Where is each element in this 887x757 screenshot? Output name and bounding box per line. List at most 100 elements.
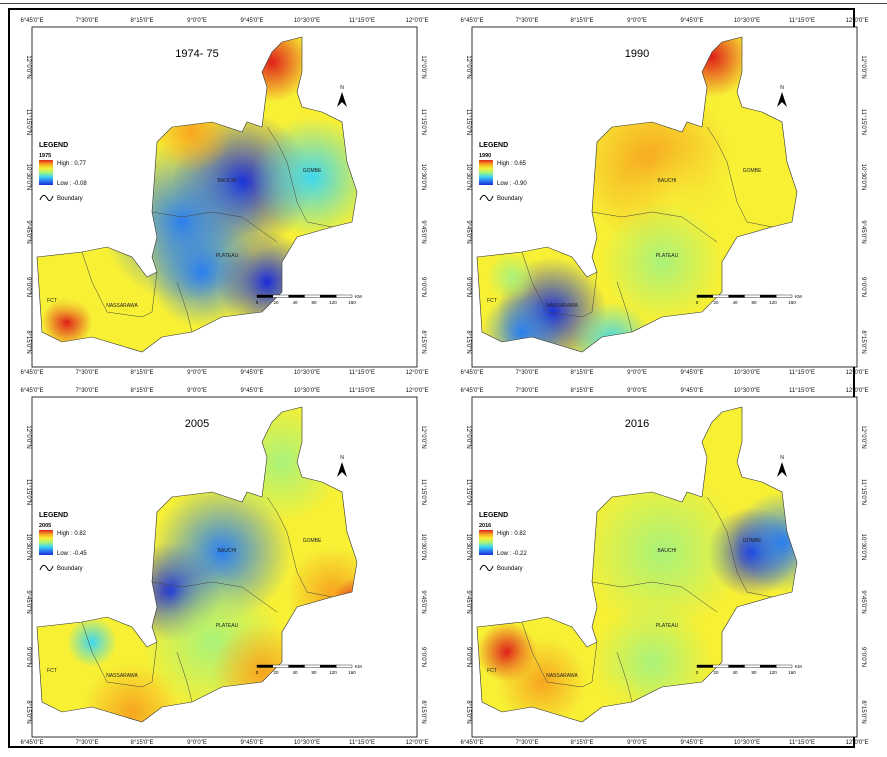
svg-text:0: 0 bbox=[256, 300, 259, 305]
svg-text:KM: KM bbox=[355, 664, 362, 669]
north-arrow-icon: N bbox=[777, 455, 787, 477]
region-label-gombe: GOMBE bbox=[743, 168, 762, 174]
region-label-bauchi: BAUCHI bbox=[658, 178, 677, 184]
lat-tick-label: 12°0'0"N bbox=[860, 425, 866, 448]
lat-tick-label: 9°0'0"N bbox=[25, 647, 31, 667]
lon-tick-label: 9°0'0"E bbox=[187, 388, 207, 394]
lat-tick-label: 9°0'0"N bbox=[420, 277, 426, 297]
svg-text:N: N bbox=[340, 455, 344, 461]
region-label-bauchi: BAUCHI bbox=[218, 548, 237, 554]
study-area-outline bbox=[476, 36, 798, 353]
lon-tick-label: 10°30'0"E bbox=[294, 740, 320, 746]
lat-tick-label: 12°0'0"N bbox=[25, 55, 31, 78]
lon-tick-label: 7°30'0"E bbox=[515, 18, 538, 24]
lat-tick-label: 10°30'0"N bbox=[420, 164, 426, 191]
lon-tick-label: 11°15'0"E bbox=[789, 388, 815, 394]
lat-tick-label: 9°45'0"N bbox=[420, 590, 426, 613]
legend-high: High : 0.77 bbox=[57, 161, 87, 167]
lon-tick-label: 8°15'0"E bbox=[570, 740, 593, 746]
lon-tick-label: 9°45'0"E bbox=[680, 388, 703, 394]
svg-text:2005: 2005 bbox=[39, 523, 51, 529]
legend-low: Low : -0.22 bbox=[497, 551, 527, 557]
study-area-outline bbox=[476, 406, 798, 723]
region-label-fct: FCT bbox=[487, 298, 497, 304]
state-boundary bbox=[591, 211, 718, 243]
north-arrow-icon: N bbox=[337, 85, 347, 107]
legend-boundary: Boundary bbox=[57, 196, 83, 202]
lat-tick-label: 8°15'0"N bbox=[465, 330, 471, 353]
lat-tick-label: 12°0'0"N bbox=[860, 55, 866, 78]
svg-text:2016: 2016 bbox=[479, 523, 491, 529]
lon-tick-label: 8°15'0"E bbox=[570, 370, 593, 376]
state-boundary bbox=[521, 251, 598, 318]
svg-text:20: 20 bbox=[273, 300, 279, 305]
map-title: 1974- 75 bbox=[175, 48, 218, 60]
map-svg: BAUCHI GOMBE PLATEAU FCT NASSARAWA 6°45'0"E 6°… bbox=[20, 388, 428, 746]
state-boundary bbox=[176, 281, 193, 333]
region-label-nasarawa: NASSARAWA bbox=[106, 303, 138, 309]
state-boundary bbox=[521, 621, 598, 688]
map-title: 2016 bbox=[625, 418, 649, 430]
lon-tick-label: 7°30'0"E bbox=[75, 388, 98, 394]
lat-tick-label: 8°15'0"N bbox=[860, 700, 866, 723]
svg-text:LEGEND: LEGEND bbox=[39, 512, 68, 519]
lon-tick-label: 10°30'0"E bbox=[294, 18, 320, 24]
lon-tick-label: 12°0'0"E bbox=[845, 388, 868, 394]
lon-tick-label: 9°45'0"E bbox=[240, 388, 263, 394]
svg-text:120: 120 bbox=[329, 300, 337, 305]
svg-text:KM: KM bbox=[795, 294, 802, 299]
svg-text:160: 160 bbox=[788, 670, 796, 675]
lon-tick-label: 10°30'0"E bbox=[734, 740, 760, 746]
lat-tick-label: 11°15'0"N bbox=[420, 479, 426, 505]
lon-tick-label: 6°45'0"E bbox=[20, 388, 43, 394]
region-label-plateau: PLATEAU bbox=[656, 623, 679, 629]
lon-tick-label: 6°45'0"E bbox=[20, 370, 43, 376]
region-label-nasarawa: NASSARAWA bbox=[106, 673, 138, 679]
state-boundary bbox=[266, 496, 333, 598]
state-boundary bbox=[616, 651, 633, 703]
lon-tick-label: 6°45'0"E bbox=[20, 740, 43, 746]
lon-tick-label: 9°0'0"E bbox=[187, 18, 207, 24]
lon-tick-label: 7°30'0"E bbox=[75, 18, 98, 24]
svg-text:20: 20 bbox=[273, 670, 279, 675]
legend-low: Low : -0.90 bbox=[497, 181, 527, 187]
svg-text:KM: KM bbox=[795, 664, 802, 669]
lon-tick-label: 12°0'0"E bbox=[405, 370, 428, 376]
top-rule bbox=[0, 0, 887, 8]
map-panel-1975: BAUCHI GOMBE PLATEAU FCT NASSARAWA 6°45'0"E 6°… bbox=[12, 12, 452, 382]
lon-tick-label: 8°15'0"E bbox=[130, 370, 153, 376]
region-label-bauchi: BAUCHI bbox=[658, 548, 677, 554]
svg-text:40: 40 bbox=[732, 670, 738, 675]
lon-tick-label: 11°15'0"E bbox=[789, 370, 815, 376]
region-label-fct: FCT bbox=[487, 668, 497, 674]
svg-text:LEGEND: LEGEND bbox=[479, 142, 508, 149]
lon-tick-label: 9°0'0"E bbox=[627, 740, 647, 746]
lon-tick-label: 7°30'0"E bbox=[515, 370, 538, 376]
legend-high: High : 0.82 bbox=[57, 531, 87, 537]
lon-tick-label: 7°30'0"E bbox=[75, 740, 98, 746]
svg-text:40: 40 bbox=[292, 300, 298, 305]
lat-tick-label: 11°15'0"N bbox=[25, 479, 31, 505]
lon-tick-label: 8°15'0"E bbox=[570, 18, 593, 24]
state-boundary bbox=[266, 126, 333, 228]
lat-tick-label: 10°30'0"N bbox=[25, 534, 31, 561]
map-svg: BAUCHI GOMBE PLATEAU FCT NASSARAWA 6°45'0"E 6°… bbox=[20, 18, 428, 376]
svg-text:N: N bbox=[780, 455, 784, 461]
svg-text:40: 40 bbox=[732, 300, 738, 305]
lat-tick-label: 9°0'0"N bbox=[420, 647, 426, 667]
lon-tick-label: 8°15'0"E bbox=[130, 18, 153, 24]
lon-tick-label: 10°30'0"E bbox=[294, 388, 320, 394]
lon-tick-label: 9°45'0"E bbox=[240, 18, 263, 24]
lat-tick-label: 9°0'0"N bbox=[25, 277, 31, 297]
region-label-plateau: PLATEAU bbox=[216, 623, 239, 629]
lon-tick-label: 10°30'0"E bbox=[734, 18, 760, 24]
state-boundary bbox=[591, 581, 718, 613]
lat-tick-label: 8°15'0"N bbox=[25, 330, 31, 353]
lat-tick-label: 11°15'0"N bbox=[860, 479, 866, 505]
lon-tick-label: 8°15'0"E bbox=[130, 388, 153, 394]
svg-text:20: 20 bbox=[713, 300, 719, 305]
lat-tick-label: 12°0'0"N bbox=[420, 425, 426, 448]
lon-tick-label: 12°0'0"E bbox=[845, 740, 868, 746]
lat-tick-label: 9°45'0"N bbox=[860, 220, 866, 243]
state-boundary bbox=[706, 126, 773, 228]
